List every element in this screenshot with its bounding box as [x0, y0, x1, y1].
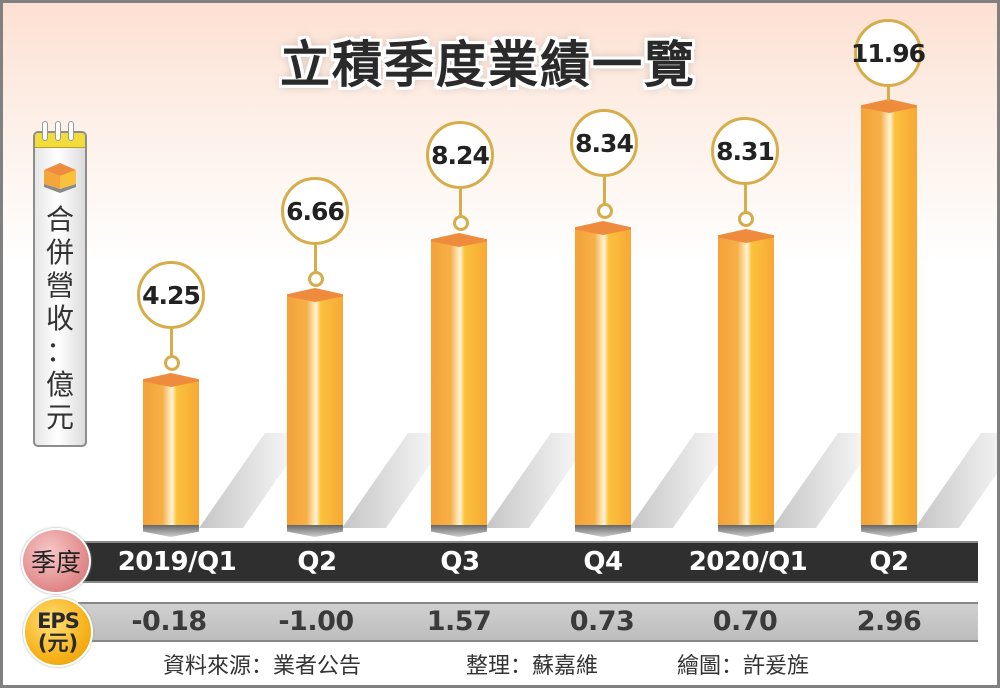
label-stem — [887, 85, 890, 101]
quarter-label: 2020/Q1 — [688, 547, 808, 577]
bar-shadow — [915, 433, 997, 528]
bar-2019-q1 — [143, 373, 199, 537]
chart-title: 立積季度業績一覽 — [280, 36, 696, 94]
ring-icon — [68, 121, 74, 141]
value-bubble: 8.31 — [711, 117, 779, 185]
label-stem — [170, 328, 173, 358]
eps-header-badge: EPS (元) — [23, 597, 93, 667]
quarter-label: Q2 — [869, 547, 909, 577]
value-bubble: 6.66 — [281, 177, 349, 245]
source-credit: 資料來源：業者公告 — [163, 654, 362, 679]
label-knob — [453, 215, 469, 231]
quarter-row — [78, 541, 978, 583]
label-knob — [164, 355, 180, 371]
cube-legend-icon — [44, 163, 76, 193]
editor-credit: 整理：蘇嘉維 — [466, 654, 599, 679]
eps-value: -1.00 — [278, 606, 354, 637]
bar-2020-q1 — [718, 229, 774, 537]
ring-icon — [55, 121, 61, 141]
eps-value: -0.18 — [131, 606, 207, 637]
label-knob — [308, 271, 324, 287]
label-stem — [314, 244, 317, 274]
footer-credits: 資料來源：業者公告 整理：蘇嘉維 繪圖：許爰旌 — [3, 648, 997, 679]
quarter-header-badge: 季度 — [21, 528, 91, 594]
eps-row — [78, 602, 978, 642]
notepad-binding — [35, 121, 85, 148]
label-knob — [738, 211, 754, 227]
quarter-label: 2019/Q1 — [117, 547, 237, 577]
value-bubble: 8.34 — [570, 109, 638, 177]
illustrator-credit: 繪圖：許爰旌 — [677, 654, 810, 679]
quarter-label: Q3 — [440, 547, 480, 577]
bar-2019-q3 — [431, 233, 487, 537]
eps-value: 1.57 — [426, 606, 492, 637]
value-bubble: 4.25 — [137, 261, 205, 329]
label-stem — [459, 188, 462, 218]
bar-2019-q4 — [575, 221, 631, 537]
unit-label-card: 合 併 營 收 ： 億 元 — [33, 121, 87, 447]
value-bubble: 8.24 — [426, 121, 494, 189]
bar-2020-q2 — [861, 99, 917, 537]
value-bubble: 11.96 — [851, 19, 926, 87]
bar-2019-q2 — [287, 288, 343, 537]
eps-value: 2.96 — [856, 606, 922, 637]
ring-icon — [42, 121, 48, 141]
label-knob — [597, 203, 613, 219]
label-stem — [744, 184, 747, 214]
label-stem — [603, 176, 606, 206]
eps-value: 0.73 — [569, 606, 635, 637]
eps-value: 0.70 — [712, 606, 778, 637]
unit-label-text: 合 併 營 收 ： 億 元 — [45, 203, 74, 434]
quarter-label: Q4 — [583, 547, 623, 577]
quarter-label: Q2 — [297, 547, 337, 577]
